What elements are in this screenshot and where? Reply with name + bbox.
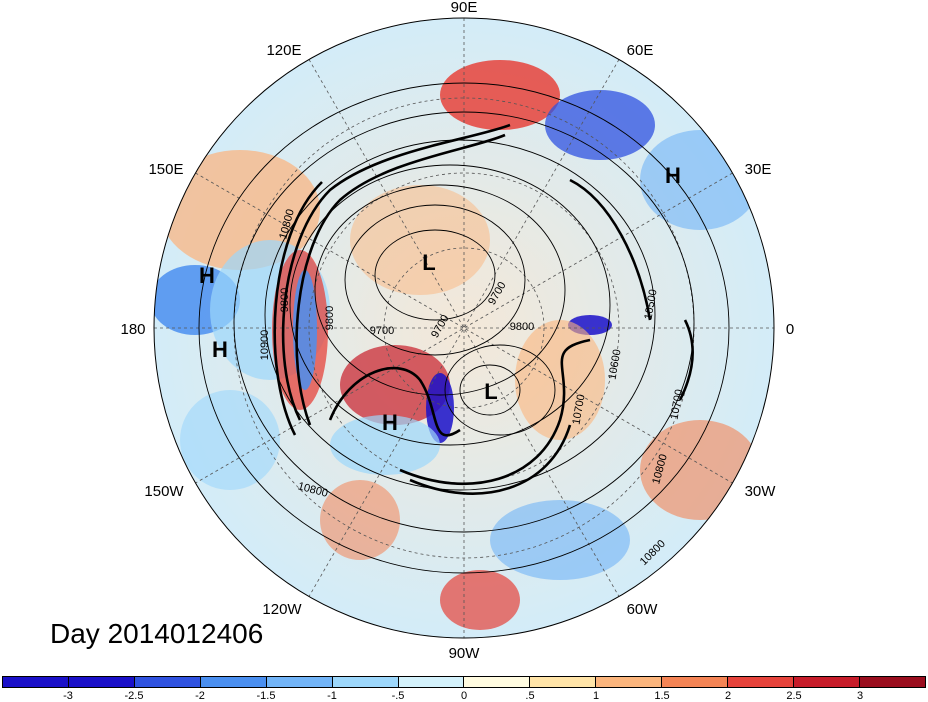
lon-label-90e: 90E: [451, 0, 478, 16]
high-pressure-label: H: [199, 263, 215, 288]
contour-label: 9700: [370, 325, 394, 337]
colorbar-swatch: [398, 677, 465, 687]
lon-label-150e: 150E: [148, 161, 183, 178]
map-boundary: [153, 17, 775, 639]
lon-label-30e: 30E: [745, 161, 772, 178]
longitude-labels: 90E 60E 30E 0 30W 60W 90W 120W 150W 180 …: [120, 0, 794, 662]
colorbar-tick-label: 2: [724, 690, 732, 702]
lon-label-60e: 60E: [627, 42, 654, 59]
lon-label-180: 180: [120, 321, 145, 338]
colorbar-swatch: [596, 677, 663, 687]
lon-label-90w: 90W: [449, 645, 481, 662]
contour-label: 10900: [259, 330, 271, 361]
lon-label-120e: 120E: [266, 42, 301, 59]
colorbar-tick-label: 2.5: [786, 690, 802, 702]
lon-label-120w: 120W: [262, 601, 302, 618]
lon-label-60w: 60W: [627, 601, 659, 618]
colorbar-tick-labels: -3 -2.5 -2 -1.5 -1 -.5 0 .5 1 1.5 2 2.5 3: [2, 690, 926, 702]
contour-label: 10700: [570, 393, 587, 425]
map-title: Day 2014012406: [50, 618, 264, 649]
high-pressure-label: H: [382, 410, 398, 435]
colorbar-tick-label: -1: [327, 690, 337, 702]
colorbar-tick-label: -2.5: [124, 690, 144, 702]
colorbar-tick-label: 0: [460, 690, 468, 702]
low-pressure-label: L: [484, 379, 497, 404]
colorbar-tick-label: .5: [525, 690, 535, 702]
colorbar-swatch: [464, 677, 531, 687]
high-pressure-label: H: [212, 337, 228, 362]
colorbar-tick-label: 1: [592, 690, 600, 702]
contour-label: 10700: [668, 388, 685, 420]
colorbar-swatch: [332, 677, 399, 687]
height-contours: [198, 82, 730, 574]
colorbar-tick-label: -3: [63, 690, 73, 702]
colorbar-swatch: [530, 677, 597, 687]
high-pressure-label: H: [665, 163, 681, 188]
colorbar-swatch: [794, 677, 860, 687]
pressure-centers: H H H H L L: [199, 163, 681, 435]
colorbar-swatch: [859, 677, 925, 687]
colorbar-swatch: [134, 677, 201, 687]
colorbar: [2, 676, 926, 688]
colorbar-swatch: [200, 677, 267, 687]
contour-label: 10600: [606, 348, 623, 380]
lon-label-150w: 150W: [144, 483, 184, 500]
colorbar-swatch: [728, 677, 795, 687]
contour-label: 9800: [510, 321, 534, 333]
colorbar-tick-label: -1.5: [256, 690, 276, 702]
jet-stream-contours: [273, 123, 694, 495]
contour-label: 9800: [324, 306, 336, 330]
colorbar-tick-label: 1.5: [654, 690, 670, 702]
colorbar-tick-label: -.5: [391, 690, 405, 702]
contour-label: 10500: [642, 288, 659, 320]
contour-label: 9800: [279, 288, 291, 312]
lon-label-30w: 30W: [745, 483, 777, 500]
colorbar-swatch: [662, 677, 729, 687]
low-pressure-label: L: [422, 250, 435, 275]
colorbar-tick-label: -2: [195, 690, 205, 702]
colorbar-swatch: [3, 677, 69, 687]
colorbar-swatch: [68, 677, 135, 687]
colorbar-swatch: [266, 677, 333, 687]
lon-label-0: 0: [786, 321, 794, 338]
colorbar-tick-label: 3: [856, 690, 864, 702]
